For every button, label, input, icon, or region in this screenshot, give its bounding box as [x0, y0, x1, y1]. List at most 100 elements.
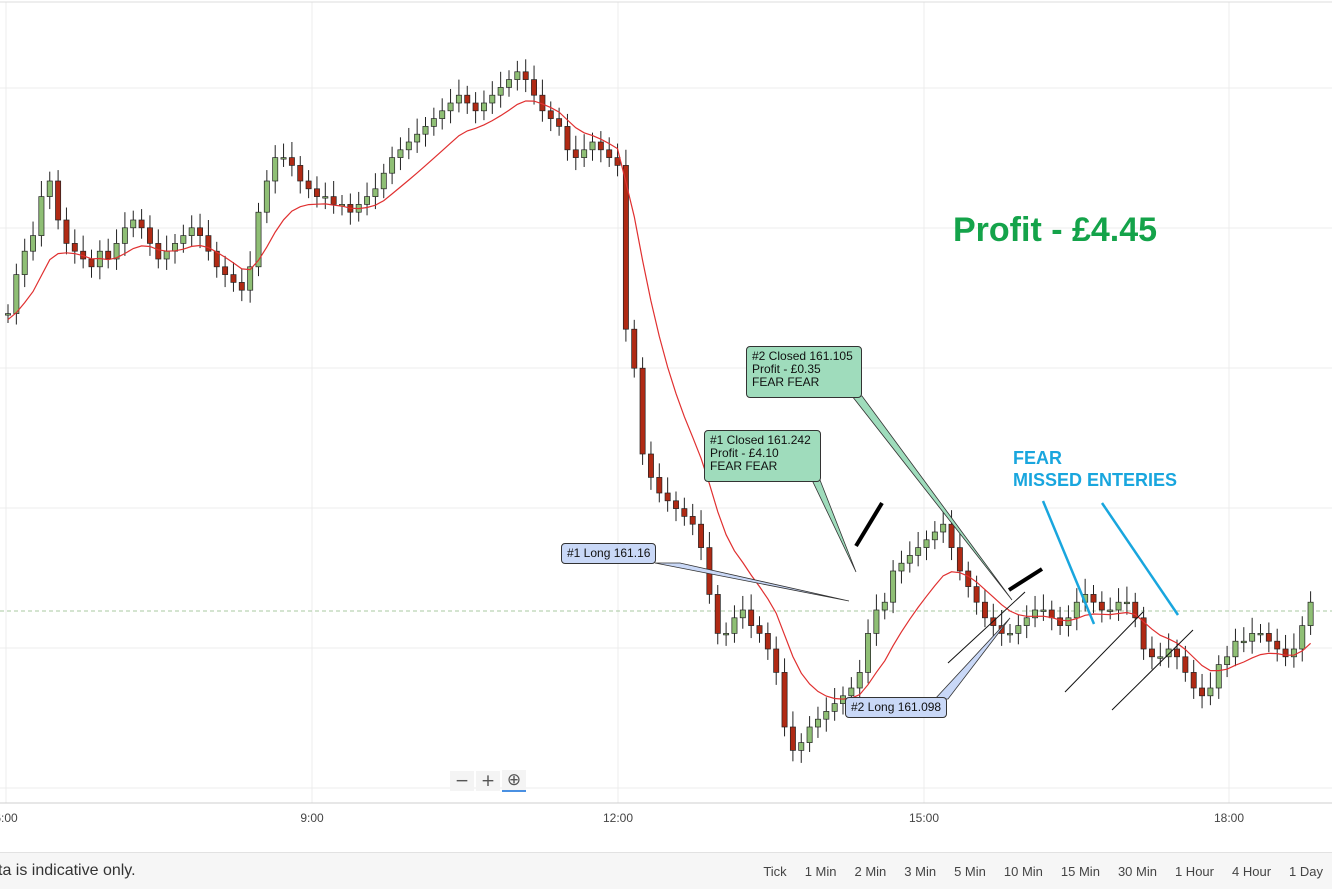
candle-down	[689, 516, 696, 525]
candle-down	[572, 149, 579, 158]
x-tick-label: 12:00	[603, 811, 633, 825]
candle-up	[1207, 687, 1214, 697]
timeframe-4-hour[interactable]: 4 Hour	[1232, 863, 1272, 879]
candle-down	[288, 157, 295, 166]
candle-up	[163, 250, 170, 260]
candlestick-plot[interactable]: 6:00 9:00 12:00 15:00 18:00	[0, 0, 1332, 852]
candle-down	[1282, 648, 1289, 658]
zoom-out-button[interactable]: −	[450, 771, 474, 791]
candle-up	[1107, 609, 1114, 612]
candle-up	[831, 703, 838, 712]
candle-up	[915, 547, 922, 556]
candle-up	[1015, 625, 1022, 634]
candle-up	[364, 196, 371, 205]
timeframe-3-min[interactable]: 3 Min	[904, 863, 937, 879]
candle-down	[639, 367, 646, 455]
candle-up	[447, 102, 454, 112]
candle-up	[798, 742, 805, 751]
moving-average-line	[7, 100, 1312, 700]
entry-marker-1	[854, 501, 884, 548]
candle-down	[464, 94, 471, 104]
trade2-long-pointer	[934, 617, 1011, 700]
candle-up	[422, 126, 429, 135]
zoom-reset-icon[interactable]: ⊕	[502, 770, 526, 792]
candle-down	[973, 586, 980, 603]
candle-down	[647, 453, 654, 478]
trade2-closed-pointer	[851, 395, 1013, 601]
candle-down	[681, 508, 688, 517]
x-tick-label: 18:00	[1214, 811, 1244, 825]
fear-note: FEAR MISSED ENTERIES	[1013, 447, 1177, 491]
candle-down	[472, 102, 479, 112]
timeframe-2-min[interactable]: 2 Min	[854, 863, 887, 879]
candle-down	[597, 141, 604, 151]
candle-down	[764, 633, 771, 650]
candle-up	[430, 118, 437, 127]
zoom-in-button[interactable]: +	[476, 771, 500, 791]
candle-up	[121, 227, 128, 244]
timeframe-tick[interactable]: Tick	[763, 863, 787, 879]
candle-down	[622, 165, 629, 330]
timeframe-30-min[interactable]: 30 Min	[1117, 863, 1157, 879]
timeframe-5-min[interactable]: 5 Min	[954, 863, 986, 879]
candle-up	[439, 110, 446, 119]
candle-up	[806, 726, 813, 743]
timeframe-1-min[interactable]: 1 Min	[804, 863, 837, 879]
candle-up	[881, 601, 888, 611]
timeframe-15-min[interactable]: 15 Min	[1060, 863, 1100, 879]
candle-down	[522, 71, 529, 80]
candle-down	[789, 726, 796, 751]
candle-down	[556, 118, 563, 127]
candle-up	[280, 157, 287, 160]
candle-up	[1032, 609, 1038, 619]
candle-down	[1057, 617, 1064, 626]
candle-down	[222, 266, 229, 275]
candle-down	[614, 157, 621, 166]
timeframe-1-day[interactable]: 1 Day	[1289, 863, 1323, 879]
candle-up	[1123, 601, 1130, 605]
candle-up	[1257, 633, 1264, 636]
candle-down	[664, 492, 671, 502]
candle-down	[147, 227, 153, 244]
candle-up	[514, 71, 521, 80]
grid	[0, 1, 1332, 803]
candle-up	[940, 523, 947, 533]
candle-up	[372, 188, 379, 197]
bottom-bar: ta is indicative only. Tick 1 Min 2 Min 3 M…	[0, 852, 1332, 889]
candle-down	[1174, 648, 1180, 658]
trade2-closed-callout: #2 Closed 161.105 Profit - £0.35 FEAR FE…	[746, 346, 862, 398]
x-tick-label: 15:00	[909, 811, 939, 825]
candle-up	[389, 157, 396, 174]
candle-down	[63, 219, 70, 244]
candles	[5, 59, 1314, 763]
candle-up	[455, 94, 462, 104]
candle-down	[773, 648, 780, 673]
profit-title: Profit - £4.45	[953, 211, 1158, 249]
candle-up	[506, 79, 512, 88]
candle-up	[380, 172, 387, 190]
candle-up	[1007, 633, 1013, 636]
candle-down	[748, 609, 755, 626]
candle-up	[581, 149, 588, 158]
candle-down	[564, 126, 571, 151]
candle-up	[38, 196, 45, 236]
candle-up	[272, 157, 279, 182]
candle-down	[1140, 617, 1147, 650]
candle-up	[823, 711, 830, 720]
candle-up	[5, 313, 11, 316]
candle-down	[547, 110, 554, 119]
candle-up	[1065, 617, 1072, 626]
candle-down	[781, 672, 788, 728]
trendline-2	[1064, 611, 1144, 693]
candle-down	[1090, 594, 1097, 603]
trade1-long-callout: #1 Long 161.16	[561, 543, 657, 564]
candle-up	[489, 94, 496, 104]
candle-up	[113, 243, 120, 260]
candle-up	[739, 609, 746, 619]
timeframe-1-hour[interactable]: 1 Hour	[1174, 863, 1214, 879]
candle-up	[848, 687, 855, 697]
timeframe-10-min[interactable]: 10 Min	[1003, 863, 1043, 879]
candle-up	[46, 180, 53, 197]
candle-down	[197, 227, 203, 236]
